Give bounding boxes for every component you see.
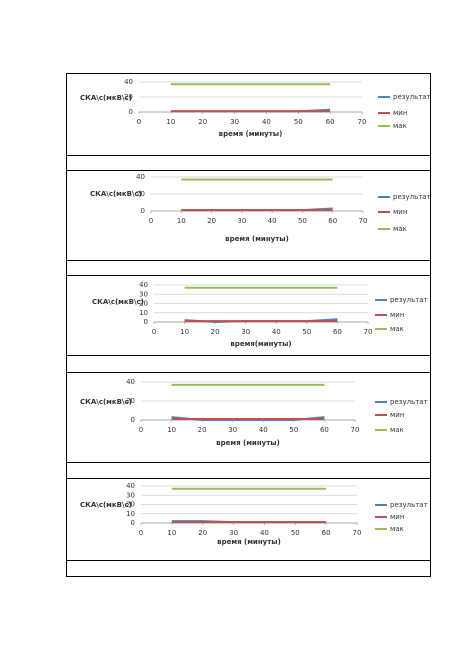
- x-tick-label: 0: [137, 118, 141, 126]
- y-tick-label: 30: [126, 491, 135, 499]
- x-tick-label: 70: [351, 426, 360, 434]
- x-tick-label: 70: [364, 328, 373, 336]
- x-tick-label: 30: [241, 328, 250, 336]
- y-tick-label: 20: [126, 501, 135, 509]
- y-tick-label: 20: [124, 93, 133, 101]
- y-tick-label: 40: [124, 78, 133, 86]
- y-tick-label: 0: [141, 207, 145, 215]
- y-tick-label: 10: [139, 309, 148, 317]
- x-tick-label: 50: [291, 529, 300, 537]
- x-axis-label: время(минуты): [230, 340, 291, 348]
- x-tick-label: 50: [298, 217, 307, 225]
- legend-label: мин: [390, 513, 404, 521]
- y-tick-label: 40: [126, 378, 135, 386]
- x-axis-label: время (минуты): [216, 439, 280, 447]
- y-tick-label: 30: [139, 290, 148, 298]
- y-axis-label: СКА\с(мкВ\с): [80, 501, 132, 509]
- legend-label: мак: [393, 225, 407, 233]
- legend-label: мак: [393, 122, 407, 130]
- x-tick-label: 30: [228, 426, 237, 434]
- legend-label: результат: [393, 93, 431, 101]
- legend-label: результат: [393, 193, 431, 201]
- x-tick-label: 10: [177, 217, 186, 225]
- x-tick-label: 70: [359, 217, 368, 225]
- legend-label: мин: [393, 208, 407, 216]
- x-tick-label: 30: [237, 217, 246, 225]
- x-tick-label: 10: [167, 529, 176, 537]
- x-tick-label: 20: [198, 529, 207, 537]
- x-tick-label: 60: [333, 328, 342, 336]
- x-tick-label: 0: [139, 529, 143, 537]
- x-tick-label: 60: [322, 529, 331, 537]
- x-tick-label: 10: [166, 118, 175, 126]
- y-tick-label: 0: [129, 108, 133, 116]
- x-tick-label: 40: [259, 426, 268, 434]
- x-tick-label: 30: [230, 118, 239, 126]
- x-axis-label: время (минуты): [219, 130, 283, 138]
- y-tick-label: 40: [136, 173, 145, 181]
- x-tick-label: 0: [149, 217, 153, 225]
- y-tick-label: 0: [131, 416, 135, 424]
- y-tick-label: 20: [126, 397, 135, 405]
- legend-label: результат: [390, 501, 428, 509]
- x-tick-label: 40: [262, 118, 271, 126]
- x-tick-label: 40: [272, 328, 281, 336]
- y-tick-label: 0: [131, 519, 135, 527]
- y-tick-label: 0: [144, 318, 148, 326]
- legend-label: результат: [390, 398, 428, 406]
- x-tick-label: 70: [353, 529, 362, 537]
- y-tick-label: 20: [136, 190, 145, 198]
- x-tick-label: 50: [294, 118, 303, 126]
- y-axis-label: СКА\с(мкВ\с): [80, 398, 132, 406]
- x-tick-label: 0: [139, 426, 143, 434]
- legend-label: мин: [393, 109, 407, 117]
- y-axis-label: СКА\с(мкВ\с): [90, 190, 142, 198]
- x-axis-label: время (минуты): [217, 538, 281, 546]
- x-tick-label: 60: [326, 118, 335, 126]
- x-axis-label: время (минуты): [225, 235, 289, 243]
- x-tick-label: 30: [229, 529, 238, 537]
- x-tick-label: 20: [198, 118, 207, 126]
- y-tick-label: 20: [139, 300, 148, 308]
- x-tick-label: 50: [289, 426, 298, 434]
- legend-label: мин: [390, 311, 404, 319]
- legend-label: мин: [390, 411, 404, 419]
- y-axis-label: СКА\с(мкВ\с): [80, 94, 132, 102]
- x-tick-label: 10: [180, 328, 189, 336]
- legend-label: мак: [390, 426, 404, 434]
- y-tick-label: 10: [126, 510, 135, 518]
- legend-label: результат: [390, 296, 428, 304]
- x-tick-label: 20: [211, 328, 220, 336]
- x-tick-label: 40: [260, 529, 269, 537]
- x-tick-label: 50: [302, 328, 311, 336]
- y-tick-label: 40: [139, 281, 148, 289]
- y-axis-label: СКА\с(мкВ\с): [92, 298, 144, 306]
- x-tick-label: 20: [207, 217, 216, 225]
- y-tick-label: 40: [126, 482, 135, 490]
- x-tick-label: 40: [268, 217, 277, 225]
- x-tick-label: 20: [198, 426, 207, 434]
- x-tick-label: 70: [358, 118, 367, 126]
- legend-label: мак: [390, 525, 404, 533]
- x-tick-label: 0: [152, 328, 156, 336]
- table-frame: [66, 73, 431, 577]
- x-tick-label: 60: [328, 217, 337, 225]
- legend-label: мак: [390, 325, 404, 333]
- x-tick-label: 60: [320, 426, 329, 434]
- x-tick-label: 10: [167, 426, 176, 434]
